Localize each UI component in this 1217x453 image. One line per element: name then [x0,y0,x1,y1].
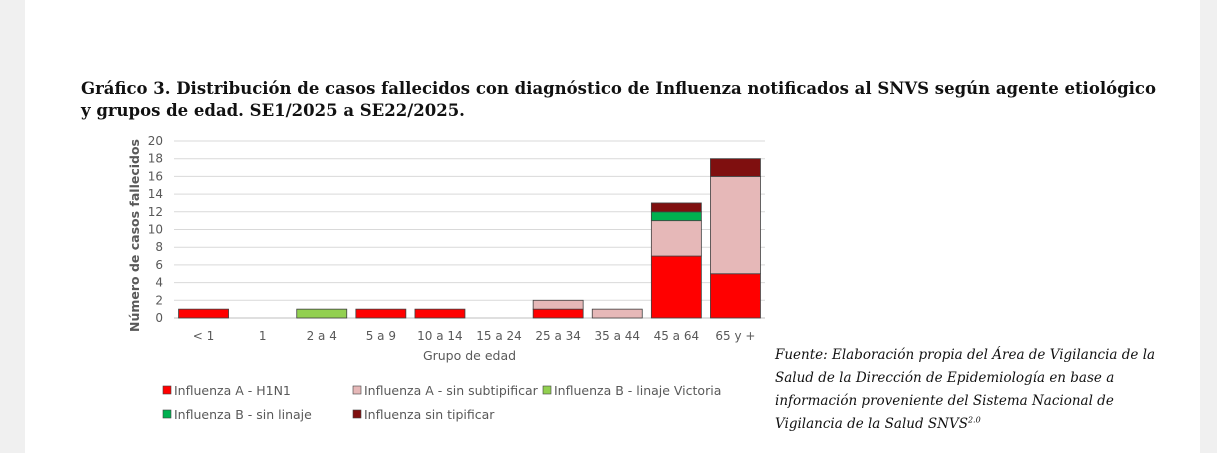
stacked-bar-chart: 0 2 4 6 8 10 12 14 16 18 20 < 1 1 2 a 4 5 a 9 10 a 14 15… [95,128,775,438]
y-tick-label: 2 [155,293,163,307]
legend-swatch [352,409,362,419]
legend-label: Influenza A - H1N1 [174,383,291,398]
y-tick-label: 16 [148,169,163,183]
source-text: Fuente: Elaboración propia del Área de V… [775,347,1156,432]
bar-segment [296,308,348,319]
y-tick-label: 10 [148,223,163,237]
x-tick-label: 25 a 34 [535,329,581,343]
x-tick-label: 35 a 44 [594,329,640,343]
legend-label: Influenza A - sin subtipificar [364,383,539,398]
bar-segment [414,308,466,319]
bar-segment [532,299,584,310]
bar-segment [650,202,702,213]
x-tick-label: 65 y + [715,329,755,343]
y-tick-label: 20 [148,134,163,148]
y-tick-label: 6 [155,258,163,272]
x-tick-label: 15 a 24 [476,329,522,343]
x-tick-label: 5 a 9 [366,329,396,343]
bar-segment [178,308,229,319]
y-tick-label: 4 [155,276,163,290]
source-superscript: 2.0 [967,415,981,425]
x-axis-title: Grupo de edad [423,348,516,363]
legend-label: Influenza B - linaje Victoria [554,383,721,398]
y-axis-title: Número de casos fallecidos [127,139,142,332]
legend-swatch [162,409,172,419]
bar-segment [650,211,702,222]
figure-title: Gráfico 3. Distribución de casos falleci… [81,79,1156,120]
legend-swatch [542,385,552,395]
bar-segment [710,158,761,177]
bar-segment [650,255,702,319]
source-note: Fuente: Elaboración propia del Área de V… [775,344,1167,436]
legend-swatch [162,385,172,395]
y-tick-label: 12 [148,205,163,219]
legend-swatch [352,385,362,395]
y-tick-label: 18 [148,152,163,166]
x-tick-label: 45 a 64 [654,329,700,343]
x-tick-label: 10 a 14 [417,329,463,343]
legend-label: Influenza B - sin linaje [174,407,312,422]
bar-segment [591,308,643,319]
bar-segment [710,176,761,275]
x-tick-label: 2 a 4 [307,329,337,343]
y-tick-label: 14 [148,187,163,201]
x-tick-label: < 1 [193,329,215,343]
report-page: Gráfico 3. Distribución de casos falleci… [25,0,1200,453]
legend-label: Influenza sin tipificar [364,407,495,422]
bar-segment [650,220,702,257]
chart-svg: 0 2 4 6 8 10 12 14 16 18 20 < 1 1 2 a 4 5 a 9 10 a 14 15… [127,134,765,422]
y-tick-label: 8 [155,240,163,254]
y-tick-label: 0 [155,311,163,325]
bar-segment [355,308,407,319]
bar-segment [532,308,584,319]
bar-segment [710,273,761,319]
x-tick-label: 1 [259,329,267,343]
